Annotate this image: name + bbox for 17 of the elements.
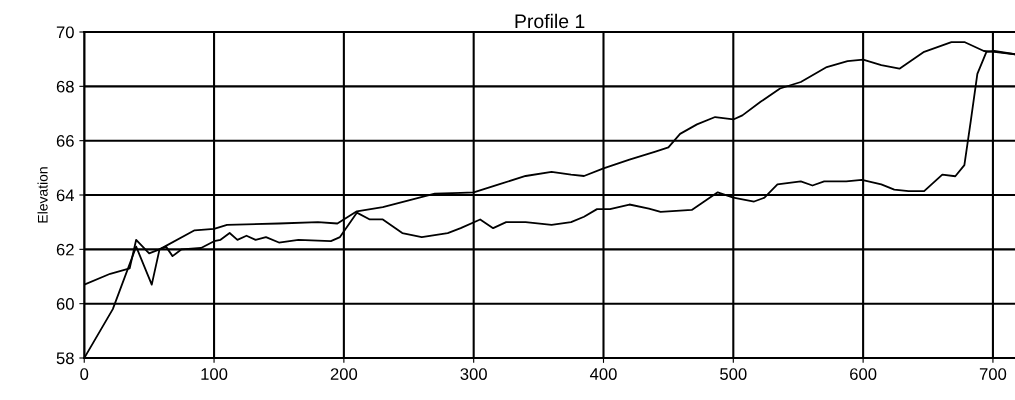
y-axis-title: Elevation [37,167,48,223]
chart-title: Profile 1 [515,13,585,29]
x-tick-label: 400 [589,368,617,380]
x-tick-label: 0 [80,368,89,380]
y-tick-label: 70 [56,26,74,39]
y-tick-label: 58 [56,352,74,365]
x-tick-label: 200 [330,368,358,380]
y-tick-label: 64 [56,189,75,202]
y-tick-label: 66 [56,135,74,147]
x-tick-label: 300 [460,368,487,380]
x-tick-label: 600 [850,368,877,380]
x-tick-label: 500 [720,368,747,380]
x-tick-label: 700 [979,368,1007,380]
y-tick-label: 68 [56,80,74,93]
x-tick-label: 100 [201,368,228,380]
y-tick-label: 60 [56,298,74,310]
y-tick-label: 62 [56,243,74,256]
